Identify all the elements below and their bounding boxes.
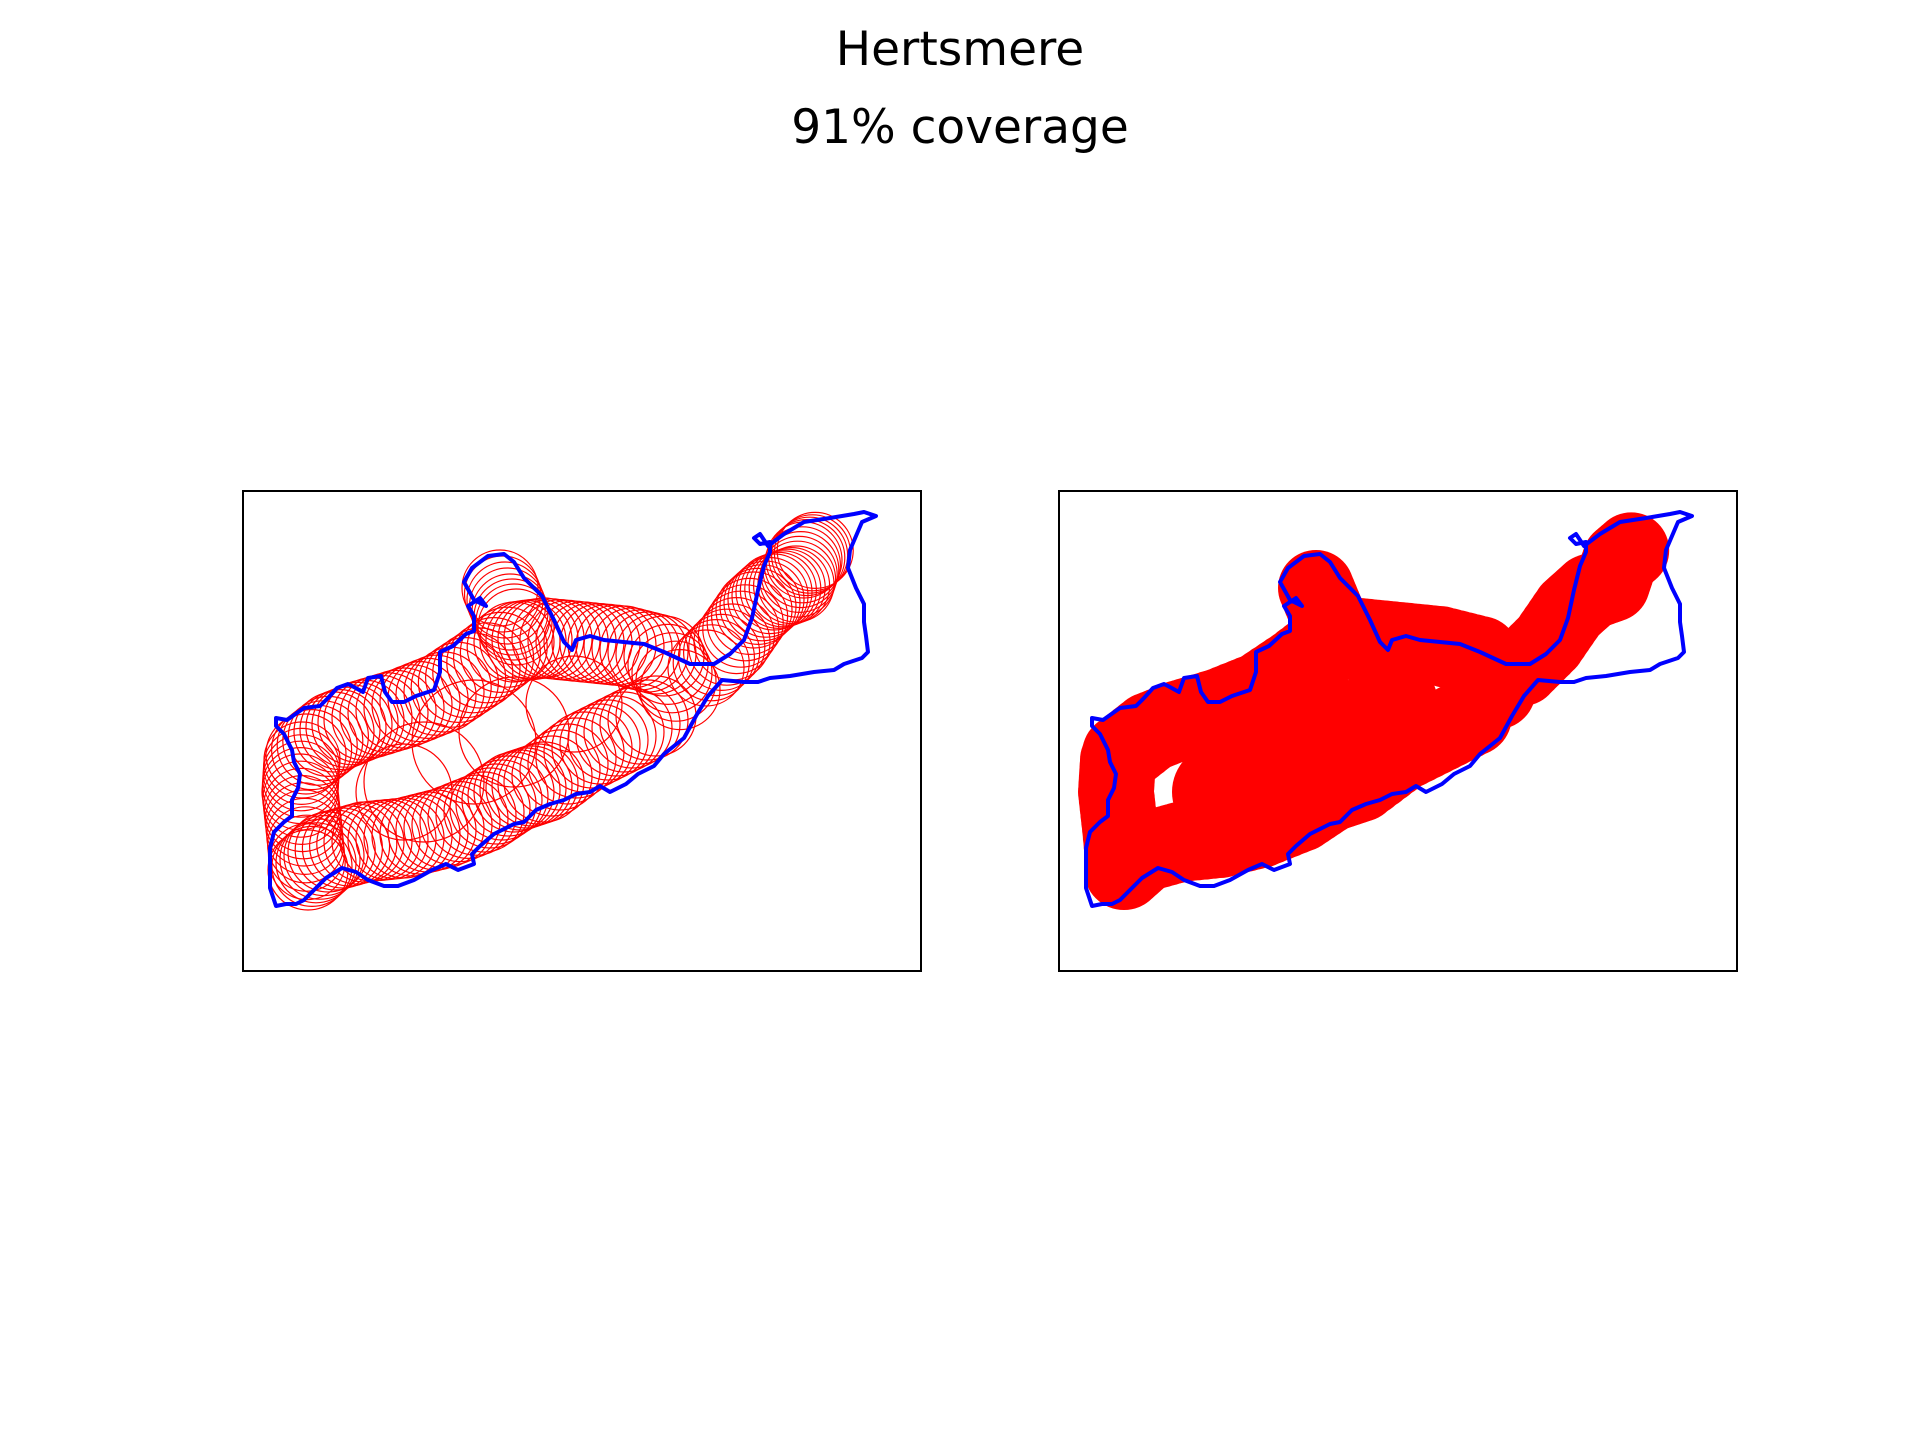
coverage-fill (1078, 512, 1670, 910)
coverage-circle (308, 805, 391, 887)
coverage-circle (635, 640, 717, 722)
coverage-circle (607, 611, 689, 693)
circles-map (261, 510, 878, 911)
coverage-filled-panel (1058, 490, 1738, 972)
coverage-circle (672, 624, 750, 702)
coverage-circle (458, 676, 570, 788)
coverage-circle (639, 649, 721, 731)
coverage-circle (1085, 823, 1162, 900)
coverage-circle (455, 763, 537, 845)
coverage-subtitle: 91% coverage (791, 100, 1129, 155)
coverage-circle (511, 735, 593, 817)
coverage-circle (631, 632, 713, 714)
coverage-circle (683, 613, 761, 691)
coverage-circle (355, 743, 453, 841)
coverage-circle (583, 605, 665, 687)
coverage-circle (363, 797, 445, 879)
coverage-circle (607, 679, 689, 761)
coverage-circle (519, 729, 601, 811)
coverage-circle (1172, 744, 1268, 840)
coverage-circle (363, 721, 485, 843)
coverage-circle (535, 717, 617, 799)
coverage-circle (459, 611, 541, 693)
coverage-circle (1294, 589, 1370, 665)
figure-title: Hertsmere (835, 22, 1085, 77)
coverage-circle (776, 511, 854, 590)
district-boundary (1084, 510, 1694, 908)
coverage-circle (688, 608, 766, 686)
coverage-circle (1342, 656, 1438, 752)
coverage-circle (744, 550, 822, 628)
coverage-circle (395, 654, 477, 736)
coverage-circle (667, 629, 745, 707)
coverage-circle (355, 669, 437, 751)
filled-map (1078, 510, 1694, 910)
coverage-circle (477, 588, 555, 666)
coverage-circle (467, 755, 549, 837)
coverage-circle (466, 606, 548, 688)
coverage-circle (525, 655, 623, 753)
coverage-circle (461, 549, 539, 627)
coverage-circles-panel (242, 490, 922, 972)
district-boundary (268, 510, 878, 908)
coverage-circle (591, 607, 673, 689)
coverage-circle (1593, 512, 1670, 589)
coverage-circle (435, 774, 517, 856)
coverage-circle (449, 767, 531, 849)
coverage-circle (715, 571, 793, 649)
coverage-circle (411, 679, 537, 805)
coverage-circle (363, 667, 445, 749)
